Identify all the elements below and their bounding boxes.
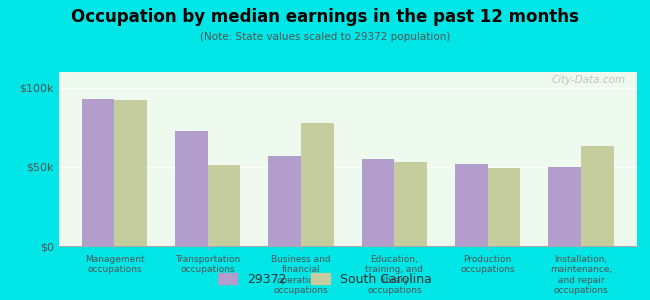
- Bar: [395, 162, 427, 246]
- Text: Occupation by median earnings in the past 12 months: Occupation by median earnings in the pas…: [71, 8, 579, 26]
- Bar: [208, 165, 240, 246]
- Text: City-Data.com: City-Data.com: [551, 76, 625, 85]
- Bar: [581, 146, 614, 246]
- Bar: [362, 159, 395, 246]
- Bar: [114, 100, 147, 246]
- Bar: [488, 169, 521, 246]
- Bar: [268, 156, 301, 246]
- Text: (Note: State values scaled to 29372 population): (Note: State values scaled to 29372 popu…: [200, 32, 450, 41]
- Bar: [175, 130, 208, 246]
- Bar: [82, 99, 114, 246]
- Legend: 29372, South Carolina: 29372, South Carolina: [213, 268, 437, 291]
- Bar: [301, 123, 333, 246]
- Bar: [455, 164, 488, 246]
- Bar: [549, 167, 581, 246]
